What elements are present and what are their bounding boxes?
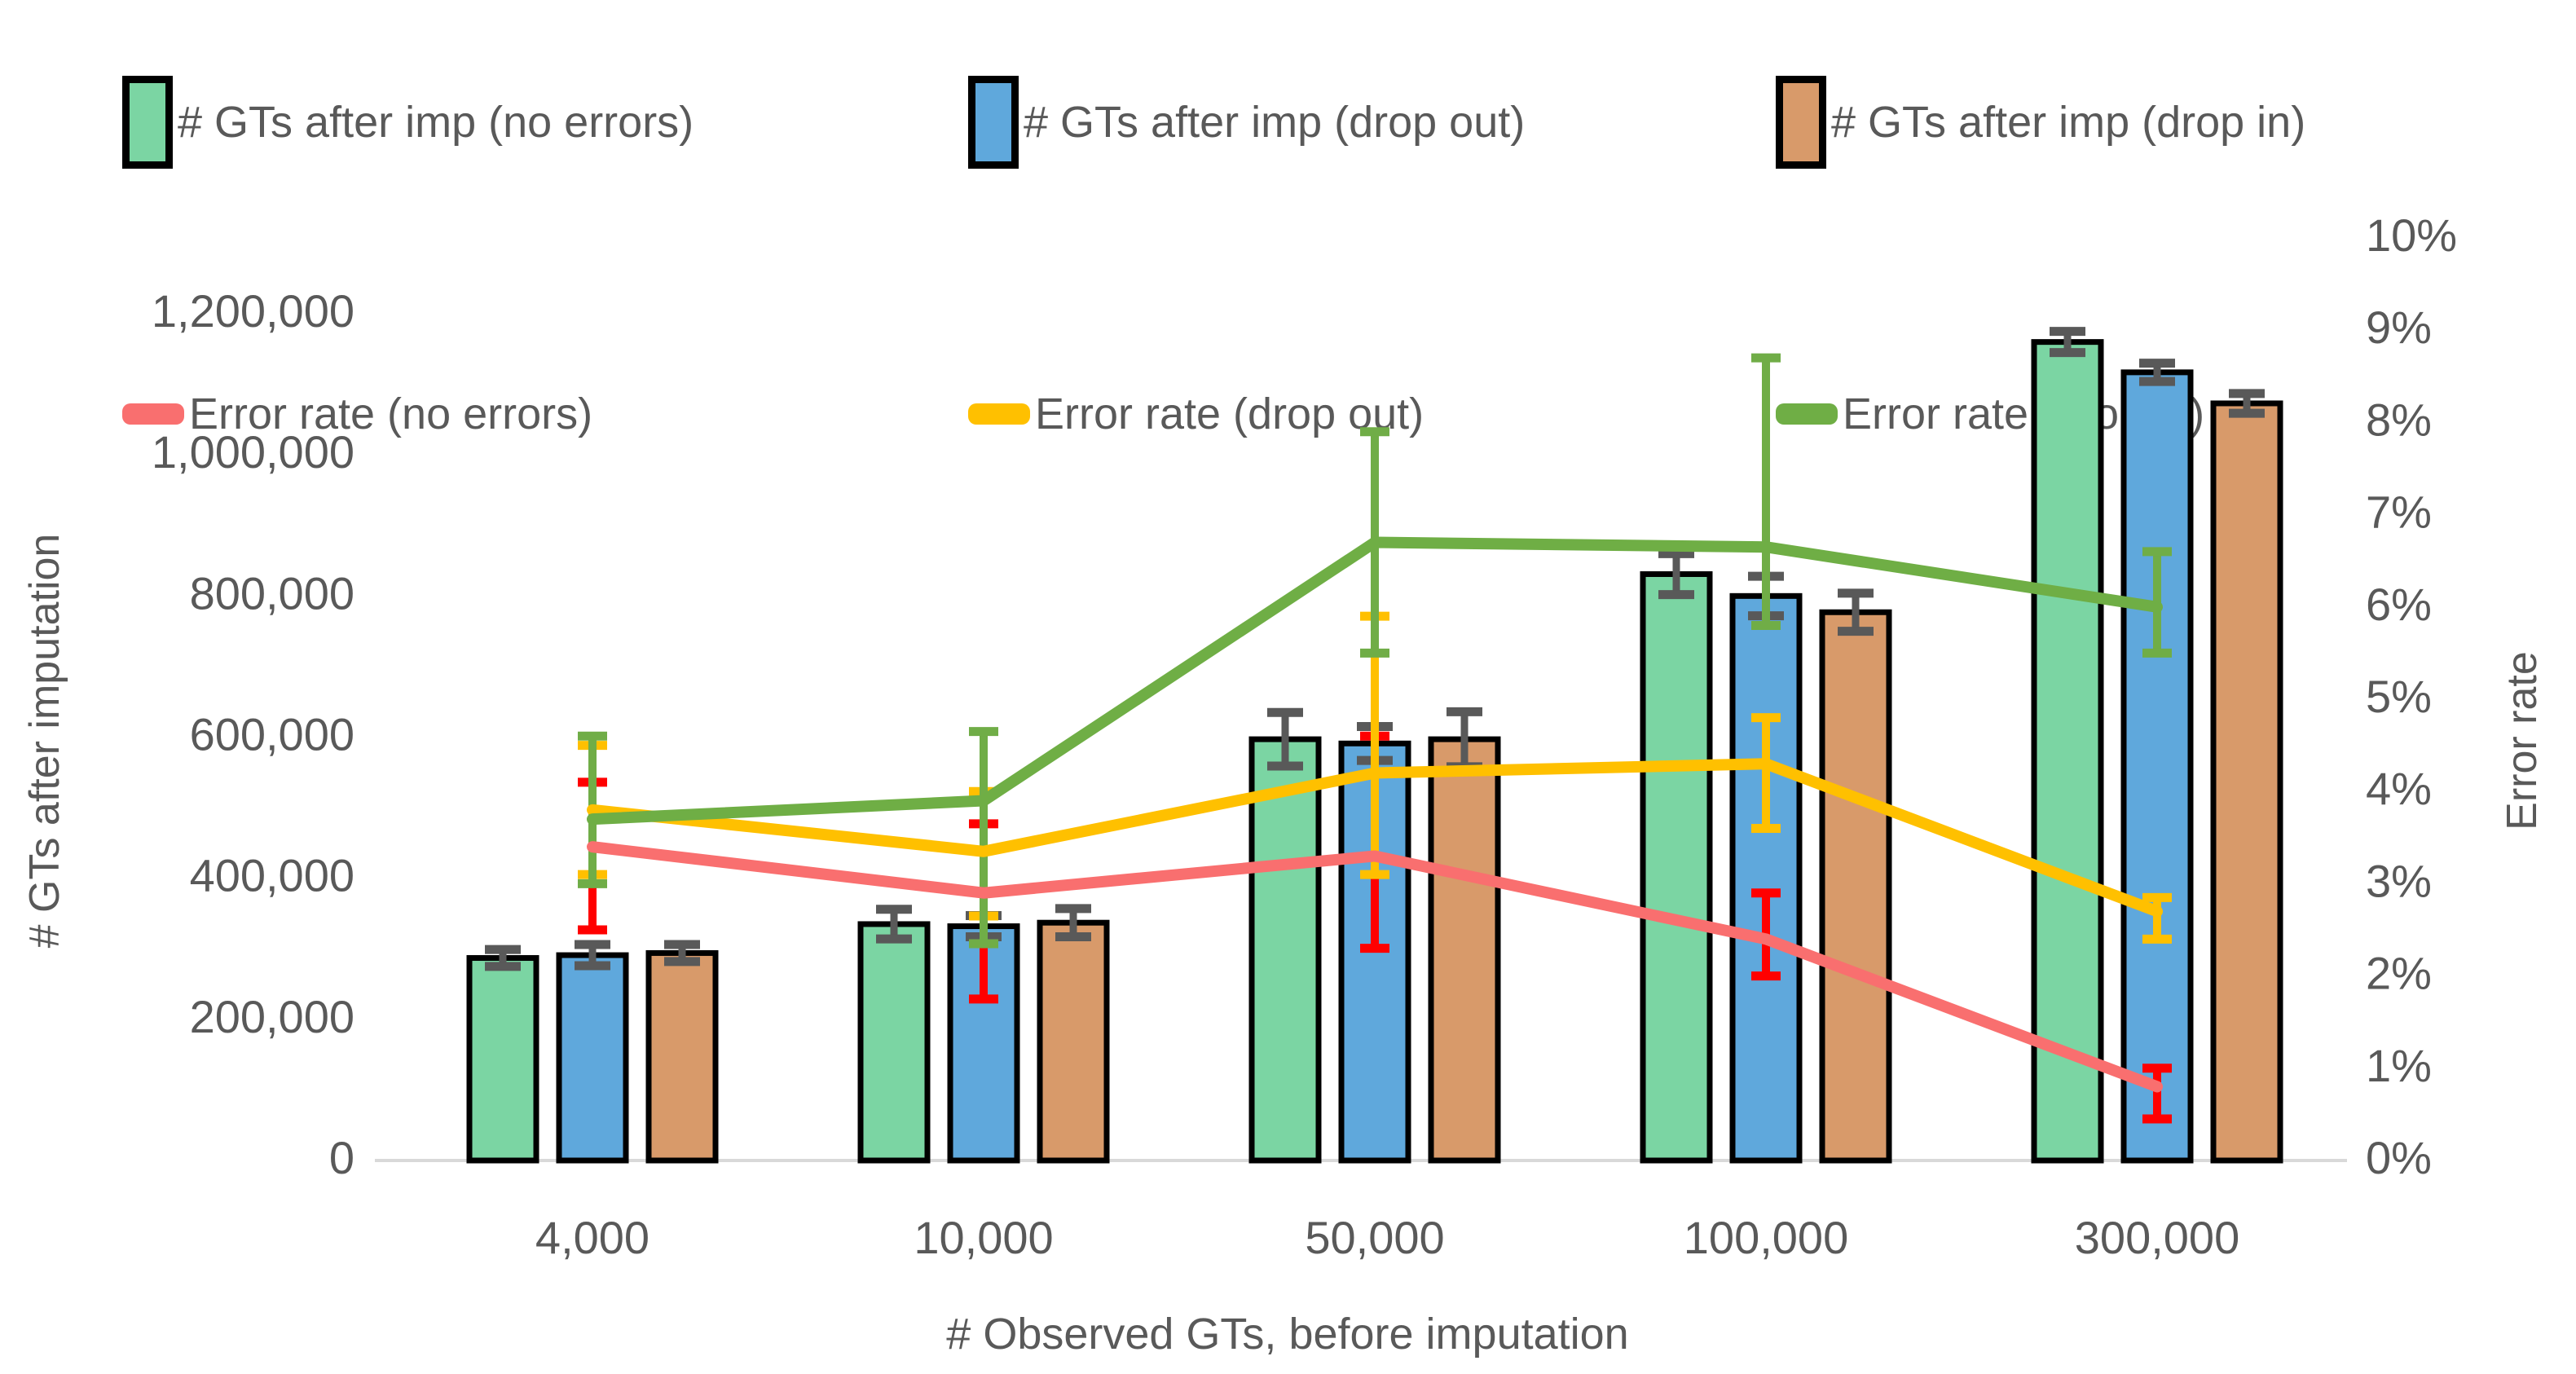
right-axis-tick: 5% [2366, 671, 2432, 722]
bar [1729, 592, 1803, 1164]
x-axis-category-label: 100,000 [1684, 1212, 1848, 1263]
right-axis-tick: 8% [2366, 394, 2432, 445]
bar [1037, 919, 1110, 1164]
legend-label: # GTs after imp (drop in) [1831, 98, 2306, 147]
left-axis-tick: 800,000 [190, 567, 354, 619]
bar [2031, 339, 2104, 1164]
x-axis-category-label: 300,000 [2075, 1212, 2239, 1263]
right-axis-title: Error rate [2499, 651, 2546, 830]
left-axis-tick: 200,000 [190, 991, 354, 1042]
left-axis-tick: 1,000,000 [152, 426, 354, 478]
bar [2120, 369, 2194, 1164]
error-rate-line [587, 758, 2163, 918]
legend-item: # GTs after imp (drop out) [968, 69, 1525, 175]
error-rate-line [587, 536, 2163, 826]
x-axis-category-label: 4,000 [535, 1212, 650, 1263]
x-axis-title: # Observed GTs, before imputation [946, 1310, 1629, 1359]
bar [466, 955, 539, 1164]
left-axis-title: # GTs after imputation [21, 533, 68, 949]
bar [1640, 570, 1713, 1164]
right-axis-tick: 9% [2366, 302, 2432, 353]
legend-label: Error rate (no errors) [189, 390, 593, 438]
legend-item: Error rate (no errors) [122, 361, 592, 467]
error-rate-line [587, 841, 2163, 1093]
left-axis-tick: 1,200,000 [152, 285, 354, 337]
legend-item: Error rate (drop out) [968, 361, 1424, 467]
legend-label: Error rate (drop out) [1035, 390, 1425, 438]
x-axis-category-label: 50,000 [1305, 1212, 1444, 1263]
bar [2210, 400, 2283, 1164]
bar [556, 952, 629, 1164]
legend-line-swatch [1776, 403, 1838, 425]
left-axis-tick: 600,000 [190, 709, 354, 760]
right-axis-tick: 7% [2366, 487, 2432, 538]
bar [645, 949, 719, 1164]
bar [857, 921, 931, 1164]
bar [1428, 736, 1501, 1164]
legend-label: # GTs after imp (no errors) [178, 98, 694, 147]
bar [1819, 609, 1892, 1164]
legend-item: # GTs after imp (no errors) [122, 69, 694, 175]
right-axis-tick: 1% [2366, 1040, 2432, 1091]
left-axis-tick: 400,000 [190, 850, 354, 901]
left-axis-tick: 0 [329, 1132, 354, 1183]
legend-bar-swatch [968, 76, 1019, 169]
legend-bar-swatch [122, 76, 173, 169]
right-axis-tick: 6% [2366, 579, 2432, 630]
bar [1248, 736, 1322, 1164]
legend-label: # GTs after imp (drop out) [1024, 98, 1526, 147]
legend-item: # GTs after imp (drop in) [1776, 69, 2305, 175]
legend-bar-swatch [1776, 76, 1826, 169]
right-axis-tick: 10% [2366, 209, 2457, 261]
right-axis-tick: 4% [2366, 763, 2432, 814]
x-axis-category-label: 10,000 [914, 1212, 1053, 1263]
right-axis-tick: 0% [2366, 1132, 2432, 1183]
right-axis-tick: 2% [2366, 948, 2432, 999]
legend-line-swatch [122, 403, 184, 425]
right-axis-tick: 3% [2366, 855, 2432, 906]
legend-line-swatch [968, 403, 1030, 425]
